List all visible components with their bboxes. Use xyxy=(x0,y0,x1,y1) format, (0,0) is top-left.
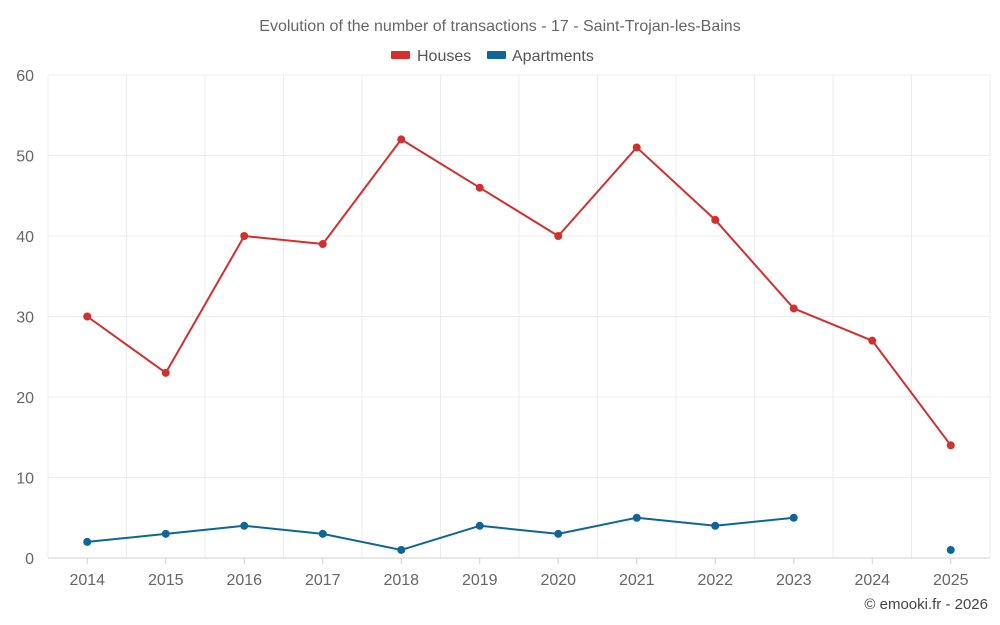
data-point-houses-2021[interactable] xyxy=(632,143,641,152)
y-tick-label: 40 xyxy=(16,229,34,246)
x-tick-label: 2023 xyxy=(776,572,812,589)
x-tick-label: 2015 xyxy=(148,572,184,589)
y-axis-ticks: 0 10 20 30 40 50 60 xyxy=(16,68,34,568)
data-point-houses-2014[interactable] xyxy=(83,312,92,321)
x-tick-label: 2014 xyxy=(69,572,105,589)
credit-text: © emooki.fr - 2026 xyxy=(864,596,988,613)
data-point-apartments-2025[interactable] xyxy=(946,545,955,554)
legend-item-apartments[interactable]: Apartments xyxy=(487,48,594,65)
x-tick-label: 2020 xyxy=(540,572,576,589)
data-point-houses-2022[interactable] xyxy=(711,215,720,224)
data-point-houses-2025[interactable] xyxy=(946,441,955,450)
data-point-houses-2017[interactable] xyxy=(318,240,327,249)
legend-label-houses: Houses xyxy=(417,48,471,65)
data-point-houses-2019[interactable] xyxy=(475,183,484,192)
data-point-apartments-2021[interactable] xyxy=(632,513,641,522)
data-point-apartments-2015[interactable] xyxy=(161,529,170,538)
series-line-apartments xyxy=(87,516,794,551)
series-houses xyxy=(83,135,955,450)
data-point-houses-2020[interactable] xyxy=(554,232,563,240)
data-point-houses-2016[interactable] xyxy=(240,232,249,240)
data-point-apartments-2014[interactable] xyxy=(83,537,92,546)
data-point-apartments-2017[interactable] xyxy=(318,529,327,538)
legend-swatch-apartments xyxy=(487,51,506,59)
y-tick-label: 30 xyxy=(16,310,34,327)
x-tick-label: 2021 xyxy=(619,572,655,589)
data-point-apartments-2019[interactable] xyxy=(475,521,484,530)
x-tick-label: 2024 xyxy=(854,572,890,589)
data-point-houses-2023[interactable] xyxy=(789,304,798,313)
data-point-apartments-2022[interactable] xyxy=(711,521,720,530)
x-tick-label: 2025 xyxy=(933,572,969,589)
x-tick-label: 2022 xyxy=(697,572,733,589)
data-point-houses-2015[interactable] xyxy=(161,368,170,377)
chart-title: Evolution of the number of transactions … xyxy=(259,18,740,35)
data-point-houses-2024[interactable] xyxy=(868,336,877,345)
data-point-apartments-2020[interactable] xyxy=(554,529,563,538)
y-tick-label: 50 xyxy=(16,149,34,166)
series xyxy=(83,135,955,554)
y-tick-label: 10 xyxy=(16,471,34,488)
legend: Houses Apartments xyxy=(391,48,594,65)
data-point-apartments-2023[interactable] xyxy=(789,513,798,522)
series-apartments xyxy=(83,513,955,554)
y-tick-label: 20 xyxy=(16,390,34,407)
y-tick-label: 60 xyxy=(16,68,34,85)
x-tick-label: 2017 xyxy=(305,572,341,589)
data-point-apartments-2018[interactable] xyxy=(397,545,406,554)
x-axis-ticks: 2014 2015 2016 2017 2018 2019 2020 2021 2022 2023… xyxy=(69,558,969,589)
series-line-houses xyxy=(86,138,952,446)
data-point-houses-2018[interactable] xyxy=(397,135,406,144)
legend-swatch-houses xyxy=(391,51,410,59)
legend-label-apartments: Apartments xyxy=(512,48,594,65)
x-tick-label: 2016 xyxy=(226,572,262,589)
y-tick-label: 0 xyxy=(25,551,34,568)
data-point-apartments-2016[interactable] xyxy=(240,521,249,530)
x-tick-label: 2018 xyxy=(383,572,419,589)
gridlines xyxy=(47,74,991,559)
x-tick-label: 2019 xyxy=(462,572,498,589)
legend-item-houses[interactable]: Houses xyxy=(391,48,471,65)
